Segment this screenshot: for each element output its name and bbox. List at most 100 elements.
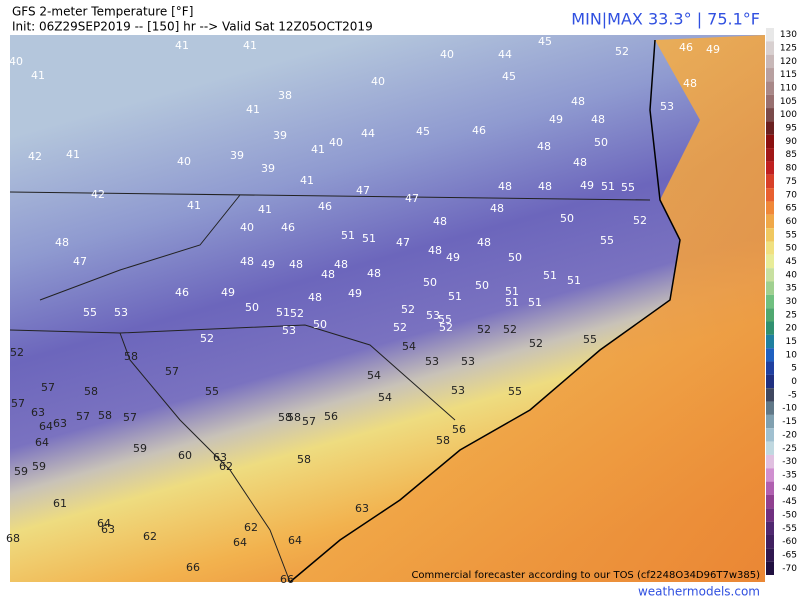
colorbar-swatch	[766, 534, 774, 549]
station-temp: 66	[186, 561, 200, 574]
colorbar-swatch	[766, 188, 774, 202]
station-temp: 57	[302, 415, 316, 428]
colorbar-swatch	[766, 508, 774, 522]
colorbar-swatch	[766, 201, 774, 215]
station-temp: 53	[461, 355, 475, 368]
station-temp: 52	[477, 323, 491, 336]
colorbar-label: 95	[786, 124, 797, 134]
station-temp: 68	[6, 532, 20, 545]
colorbar-swatch	[766, 481, 774, 495]
colorbar-label: 55	[786, 230, 797, 240]
colorbar-label: -20	[782, 430, 797, 440]
colorbar-label: 105	[780, 97, 797, 107]
colorbar-swatch	[766, 241, 774, 255]
station-temp: 63	[213, 451, 227, 464]
colorbar-label: 40	[786, 270, 798, 280]
station-temp: 55	[438, 313, 452, 326]
colorbar-label: 115	[780, 70, 797, 80]
colorbar-swatch	[766, 468, 774, 482]
colorbar-label: -55	[782, 524, 797, 534]
station-temp: 53	[451, 384, 465, 397]
station-temp: 39	[230, 149, 244, 162]
colorbar-swatch	[766, 388, 774, 402]
station-temp: 62	[143, 530, 157, 543]
station-temp: 48	[683, 77, 697, 90]
station-temp: 44	[498, 48, 512, 61]
station-temp: 48	[55, 236, 69, 249]
station-temp: 51	[505, 296, 519, 309]
colorbar-label: 30	[786, 297, 798, 307]
station-temp: 48	[537, 140, 551, 153]
station-temp: 50	[475, 279, 489, 292]
colorbar-swatch	[766, 294, 774, 309]
station-temp: 55	[83, 306, 97, 319]
map-title: GFS 2-meter Temperature [°F]	[12, 5, 193, 19]
colorbar-swatch	[766, 148, 774, 162]
colorbar-swatch	[766, 54, 774, 69]
station-temp: 50	[423, 276, 437, 289]
station-temp: 53	[282, 324, 296, 337]
station-temp: 63	[101, 523, 115, 536]
colorbar-label: -15	[782, 417, 797, 427]
station-temp: 46	[472, 124, 486, 137]
station-temp: 45	[502, 70, 516, 83]
station-temp: 57	[165, 365, 179, 378]
colorbar-label: 5	[791, 364, 797, 374]
station-temp: 46	[679, 41, 693, 54]
station-temp: 58	[124, 350, 138, 363]
station-temp: 64	[97, 517, 111, 530]
colorbar-label: 65	[786, 204, 797, 214]
ocean	[290, 35, 765, 582]
station-temp: 48	[321, 268, 335, 281]
station-temp: 57	[123, 411, 137, 424]
station-temp: 49	[221, 286, 235, 299]
station-temp: 66	[280, 573, 294, 586]
station-temp: 46	[318, 200, 332, 213]
station-temp: 51	[543, 269, 557, 282]
station-temp: 63	[31, 406, 45, 419]
colorbar-label: -70	[782, 564, 797, 574]
colorbar-swatch	[766, 374, 774, 389]
colorbar-label: 70	[786, 190, 798, 200]
colorbar-label: 80	[786, 164, 798, 174]
station-temp: 54	[378, 391, 392, 404]
colorbar-swatch	[766, 548, 774, 562]
colorbar-label: -50	[782, 510, 797, 520]
station-temp: 46	[281, 221, 295, 234]
colorbar-label: 35	[786, 284, 797, 294]
station-temp: 48	[477, 236, 491, 249]
station-temp: 61	[53, 497, 67, 510]
station-temp: 48	[240, 255, 254, 268]
station-temp: 49	[706, 43, 720, 56]
station-temp: 47	[396, 236, 410, 249]
station-temp: 39	[273, 129, 287, 142]
station-temp: 52	[10, 346, 24, 359]
colorbar-label: 20	[786, 324, 798, 334]
colorbar-label: 50	[786, 244, 798, 254]
station-temp: 41	[300, 174, 314, 187]
colorbar-label: 10	[786, 350, 798, 360]
station-temp: 52	[529, 337, 543, 350]
site: weathermodels.com	[638, 585, 760, 599]
colorbar-swatch	[766, 81, 774, 95]
colorbar-label: 45	[786, 257, 797, 267]
station-temp: 47	[73, 255, 87, 268]
colorbar-swatch	[766, 28, 774, 42]
station-temp: 47	[356, 184, 370, 197]
station-temp: 40	[440, 48, 454, 61]
station-temp: 53	[114, 306, 128, 319]
map-subtitle: Init: 06Z29SEP2019 -- [150] hr --> Valid…	[12, 20, 373, 34]
station-temp: 52	[200, 332, 214, 345]
colorbar-swatch	[766, 161, 774, 175]
station-temp: 49	[549, 113, 563, 126]
station-temp: 48	[367, 267, 381, 280]
station-temp: 49	[446, 251, 460, 264]
station-temp: 41	[31, 69, 45, 82]
station-temp: 51	[362, 232, 376, 245]
station-temp: 42	[28, 150, 42, 163]
colorbar-label: 110	[780, 84, 797, 94]
station-temp: 57	[11, 397, 25, 410]
colorbar-swatch	[766, 68, 774, 82]
colorbar-swatch	[766, 41, 774, 55]
station-temp: 40	[177, 155, 191, 168]
